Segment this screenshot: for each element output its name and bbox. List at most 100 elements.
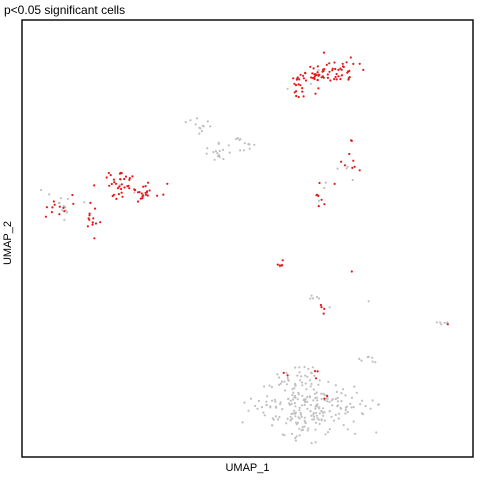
cell-point-not-significant: [332, 419, 336, 422]
cell-point-not-significant: [296, 421, 299, 424]
cell-point-significant: [121, 195, 124, 198]
cell-point-not-significant: [266, 395, 269, 398]
cell-point-significant: [99, 221, 102, 224]
cell-point-not-significant: [361, 399, 364, 402]
cell-point-not-significant: [344, 394, 347, 397]
cell-point-not-significant: [260, 406, 263, 409]
cell-point-not-significant: [297, 416, 300, 419]
cell-point-not-significant: [298, 427, 301, 430]
cell-point-not-significant: [304, 422, 307, 425]
cell-point-not-significant: [344, 412, 347, 415]
cell-point-significant: [328, 70, 331, 73]
cell-point-not-significant: [328, 428, 331, 431]
cell-point-not-significant: [63, 218, 66, 221]
cell-point-not-significant: [290, 402, 293, 406]
cell-point-not-significant: [262, 411, 265, 414]
cell-point-not-significant: [48, 193, 51, 196]
cell-point-not-significant: [289, 399, 292, 402]
cell-point-not-significant: [310, 382, 313, 385]
cell-point-not-significant: [334, 384, 337, 387]
cell-point-not-significant: [307, 367, 310, 370]
cell-point-not-significant: [337, 412, 341, 415]
cell-point-significant: [328, 62, 331, 65]
cell-point-significant: [51, 206, 54, 209]
cell-point-not-significant: [253, 143, 256, 146]
cell-point-significant: [292, 77, 295, 80]
cell-point-significant: [322, 51, 326, 54]
cell-point-significant: [144, 191, 147, 194]
cell-point-not-significant: [256, 407, 259, 410]
cell-point-not-significant: [303, 365, 306, 369]
cell-point-significant: [316, 79, 319, 82]
cell-point-significant: [147, 181, 150, 184]
cell-point-significant: [313, 75, 316, 78]
cell-point-not-significant: [312, 399, 315, 402]
cell-point-not-significant: [316, 403, 319, 406]
cell-point-not-significant: [300, 413, 303, 416]
cell-point-significant: [105, 176, 108, 179]
cell-point-not-significant: [248, 147, 251, 150]
cell-point-not-significant: [243, 142, 246, 145]
points-layer: [40, 51, 449, 445]
cell-point-significant: [58, 213, 61, 216]
cell-point-not-significant: [281, 408, 284, 411]
cell-point-not-significant: [310, 294, 313, 297]
cell-point-significant: [323, 68, 326, 71]
cell-point-not-significant: [209, 125, 212, 128]
cell-point-not-significant: [263, 385, 266, 388]
y-axis-label: UMAP_2: [2, 220, 14, 266]
cell-point-not-significant: [353, 385, 356, 388]
cell-point-significant: [142, 194, 145, 197]
cell-point-not-significant: [309, 403, 312, 407]
cell-point-not-significant: [374, 361, 377, 364]
cell-point-not-significant: [294, 405, 297, 408]
cell-point-not-significant: [345, 167, 348, 170]
cell-point-not-significant: [317, 383, 320, 386]
cell-point-not-significant: [313, 374, 316, 377]
cell-point-not-significant: [350, 396, 354, 399]
cell-point-not-significant: [294, 439, 297, 442]
cell-point-significant: [346, 70, 350, 73]
cell-point-significant: [63, 210, 66, 213]
cell-point-not-significant: [291, 388, 294, 391]
cell-point-significant: [281, 259, 284, 262]
cell-point-not-significant: [296, 374, 299, 377]
cell-point-significant: [343, 164, 347, 167]
cell-point-significant: [286, 374, 289, 377]
cell-point-significant: [334, 67, 337, 71]
cell-point-not-significant: [355, 391, 358, 394]
cell-point-not-significant: [286, 87, 289, 90]
cell-point-significant: [278, 264, 281, 267]
cell-point-not-significant: [57, 201, 60, 205]
cell-point-not-significant: [294, 437, 297, 440]
cell-point-significant: [342, 65, 345, 69]
cell-point-not-significant: [318, 406, 321, 409]
cell-point-not-significant: [270, 386, 273, 389]
cell-point-not-significant: [279, 401, 282, 404]
cell-point-not-significant: [278, 383, 281, 386]
cell-point-not-significant: [312, 415, 316, 418]
cell-point-not-significant: [312, 411, 315, 415]
cell-point-significant: [320, 198, 323, 201]
cell-point-not-significant: [265, 403, 268, 406]
cell-point-not-significant: [309, 385, 312, 388]
cell-point-not-significant: [324, 181, 327, 184]
cell-point-not-significant: [367, 300, 370, 303]
cell-point-not-significant: [324, 433, 327, 436]
cell-point-significant: [322, 76, 325, 79]
cell-point-not-significant: [273, 398, 276, 401]
cell-point-not-significant: [287, 397, 290, 401]
cell-point-not-significant: [254, 404, 257, 408]
cell-point-significant: [298, 78, 301, 81]
cell-point-significant: [141, 197, 144, 200]
cell-point-not-significant: [309, 410, 312, 413]
cell-point-not-significant: [200, 130, 204, 133]
cell-point-significant: [71, 193, 74, 197]
cell-point-not-significant: [306, 375, 309, 378]
cell-point-not-significant: [270, 399, 274, 402]
x-axis-label: UMAP_1: [225, 462, 270, 474]
cell-point-not-significant: [346, 428, 349, 431]
cell-point-not-significant: [286, 376, 289, 379]
cell-point-not-significant: [279, 382, 282, 385]
cell-point-significant: [166, 182, 169, 185]
